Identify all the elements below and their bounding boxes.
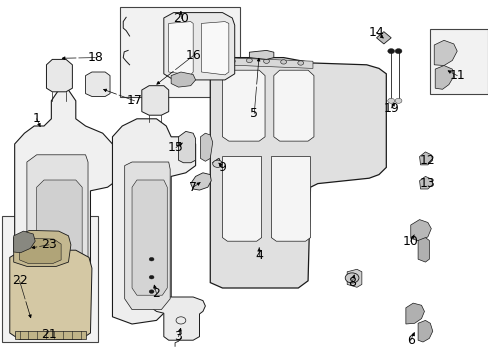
Polygon shape [222,58,312,68]
Text: 15: 15 [168,141,183,154]
Polygon shape [168,22,193,75]
Circle shape [297,61,303,65]
Circle shape [394,49,401,54]
Polygon shape [433,40,456,66]
Polygon shape [273,70,313,141]
Text: 22: 22 [12,274,27,287]
Circle shape [263,59,269,63]
Text: 19: 19 [383,102,398,114]
Polygon shape [178,131,195,163]
Circle shape [149,290,154,293]
Circle shape [387,49,394,54]
Text: 10: 10 [402,235,418,248]
Polygon shape [14,231,35,253]
Polygon shape [46,59,72,92]
Polygon shape [210,58,386,288]
Circle shape [149,257,154,261]
Polygon shape [222,70,264,141]
Text: 21: 21 [41,328,57,341]
Polygon shape [171,72,195,87]
Text: 16: 16 [185,49,201,62]
Polygon shape [15,331,85,339]
Polygon shape [142,86,168,115]
Bar [2,216,98,342]
Text: 8: 8 [347,276,355,289]
Text: 6: 6 [406,334,414,347]
Text: 20: 20 [173,12,188,24]
Circle shape [394,98,401,103]
Text: 14: 14 [368,26,384,39]
Polygon shape [15,90,117,317]
Text: 4: 4 [255,249,263,262]
Polygon shape [410,220,430,241]
Polygon shape [419,176,432,189]
Circle shape [212,160,222,167]
Text: 1: 1 [33,112,41,125]
Polygon shape [417,238,428,262]
Circle shape [229,59,235,63]
Text: 13: 13 [419,177,435,190]
Circle shape [345,273,358,283]
Polygon shape [376,32,390,44]
Text: 9: 9 [218,161,226,174]
Bar [429,29,487,94]
Polygon shape [190,173,211,190]
Text: 3: 3 [174,330,182,343]
Polygon shape [37,180,82,295]
Polygon shape [124,162,170,310]
Text: 11: 11 [448,69,464,82]
Polygon shape [271,157,310,241]
Polygon shape [346,269,361,287]
Polygon shape [163,13,234,80]
Circle shape [246,58,252,63]
Polygon shape [434,66,453,89]
Polygon shape [200,133,212,161]
Polygon shape [20,238,61,264]
Polygon shape [150,297,205,340]
Polygon shape [14,230,71,266]
Polygon shape [419,152,432,165]
Text: 23: 23 [41,238,57,251]
Text: 17: 17 [126,94,142,107]
Text: 12: 12 [419,154,435,167]
Text: 18: 18 [87,51,103,64]
Circle shape [387,98,394,103]
Polygon shape [417,320,432,342]
Bar [120,7,239,97]
Circle shape [280,60,286,64]
Circle shape [149,275,154,279]
Text: 7: 7 [189,181,197,194]
Polygon shape [27,155,88,308]
Text: 2: 2 [152,287,160,300]
Polygon shape [405,303,424,324]
Polygon shape [249,50,273,59]
Polygon shape [112,119,195,324]
Polygon shape [10,250,92,339]
Polygon shape [132,180,167,295]
Text: 5: 5 [250,107,258,120]
Polygon shape [201,22,228,75]
Polygon shape [222,157,261,241]
Polygon shape [85,72,110,96]
